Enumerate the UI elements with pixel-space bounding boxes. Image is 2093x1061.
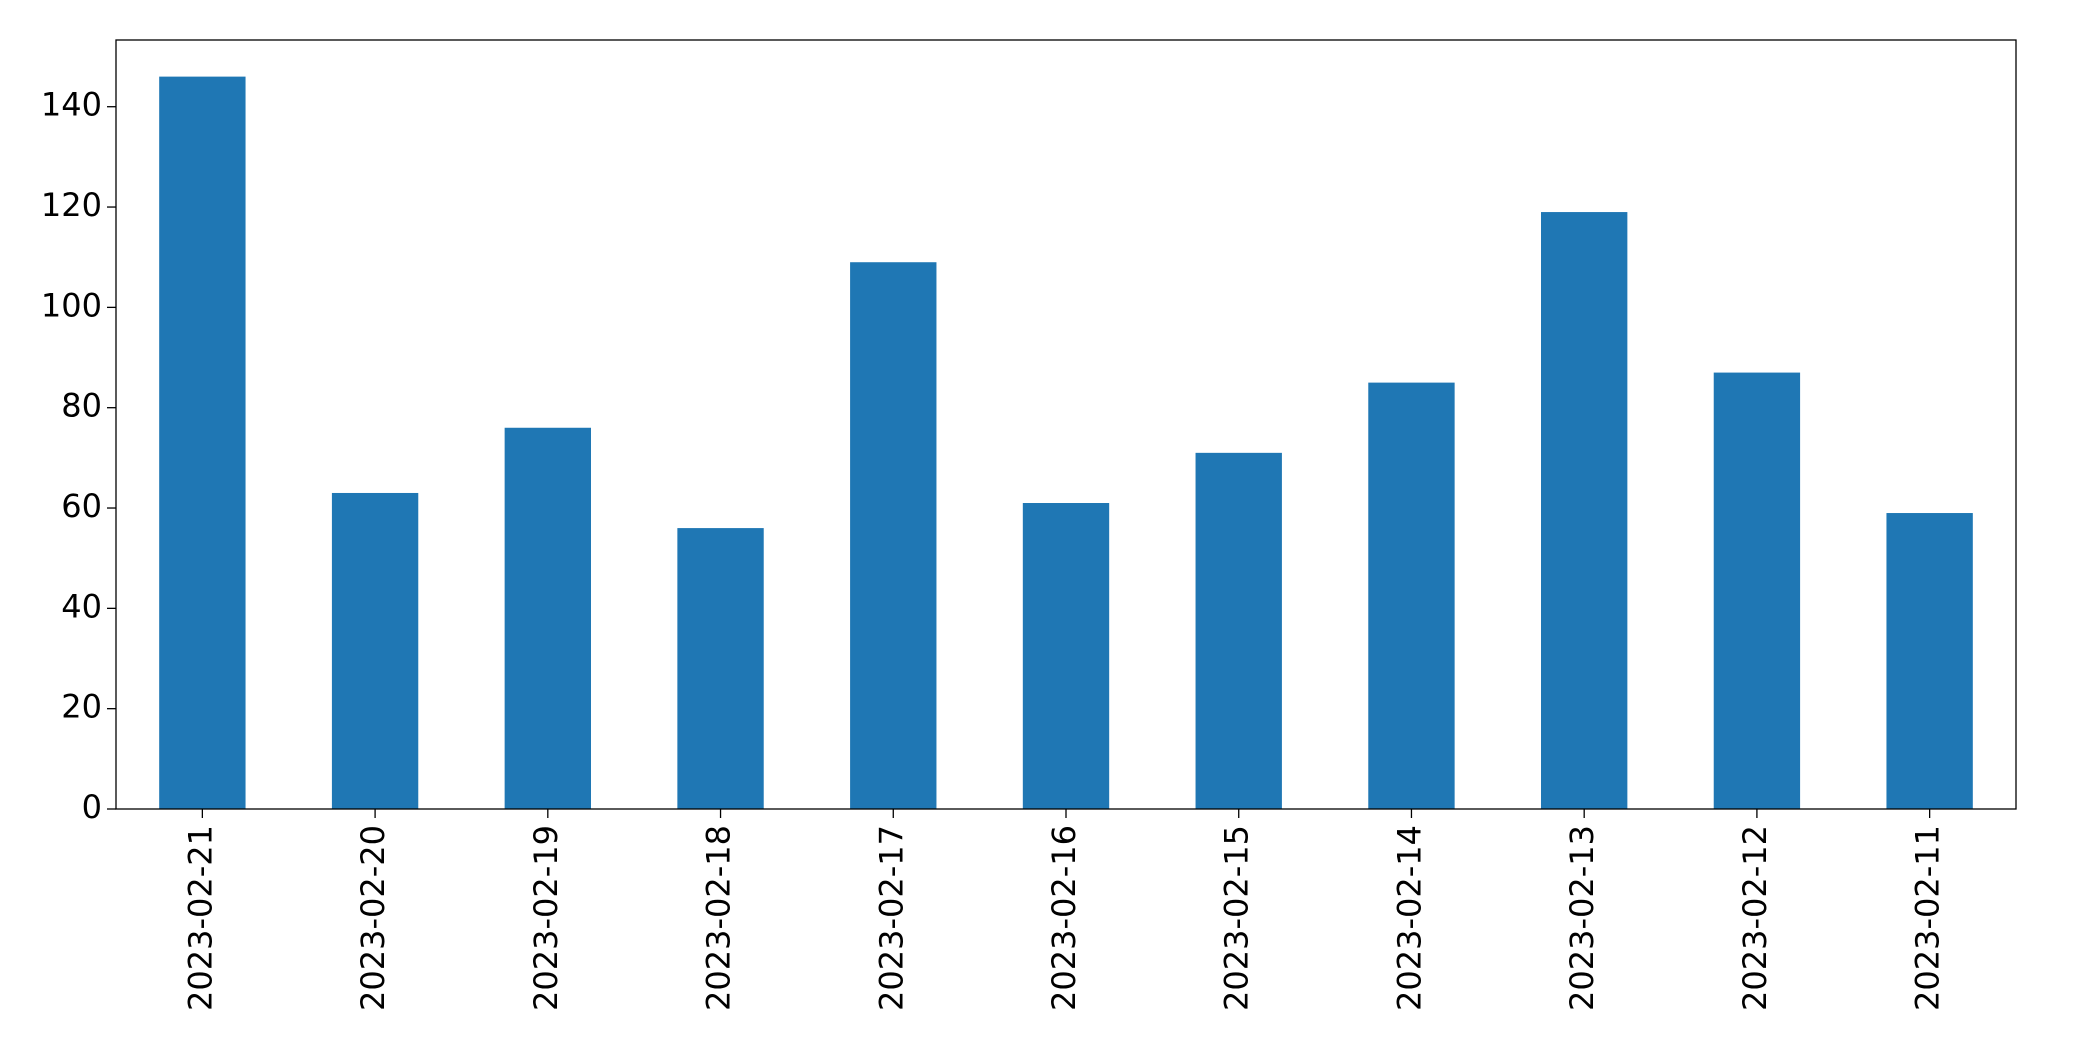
bar [850,262,937,810]
y-tick-label: 100 [41,286,102,324]
x-tick-label: 2023-02-20 [354,825,392,1011]
y-tick-label: 140 [41,86,102,124]
x-tick-label: 2023-02-16 [1045,825,1083,1011]
y-tick-label: 80 [61,387,102,425]
x-tick-label: 2023-02-18 [700,825,738,1011]
y-tick-label: 40 [61,587,102,625]
x-tick-label: 2023-02-21 [181,825,219,1011]
bar [1022,503,1110,809]
bar [1195,452,1282,809]
x-tick-label: 2023-02-13 [1563,825,1601,1011]
y-tick-label: 60 [61,487,102,525]
plot-frame [115,39,2017,810]
x-tick-label: 2023-02-17 [872,825,910,1011]
y-tick-label: 120 [41,186,102,224]
bar [1541,212,1628,810]
x-tick-label: 2023-02-11 [1909,825,1947,1011]
x-tick-label: 2023-02-14 [1390,825,1428,1011]
bar [677,528,764,809]
x-tick-label: 2023-02-12 [1736,825,1774,1011]
x-tick-label: 2023-02-19 [527,825,565,1011]
y-tick-label: 20 [61,688,102,726]
bar [1368,382,1455,809]
bar [504,427,591,809]
y-tick-label: 0 [82,788,102,826]
bar [159,76,246,810]
bar [1713,372,1801,809]
bar [1886,513,1973,809]
x-tick-label: 2023-02-15 [1218,825,1256,1011]
bar [331,492,419,809]
